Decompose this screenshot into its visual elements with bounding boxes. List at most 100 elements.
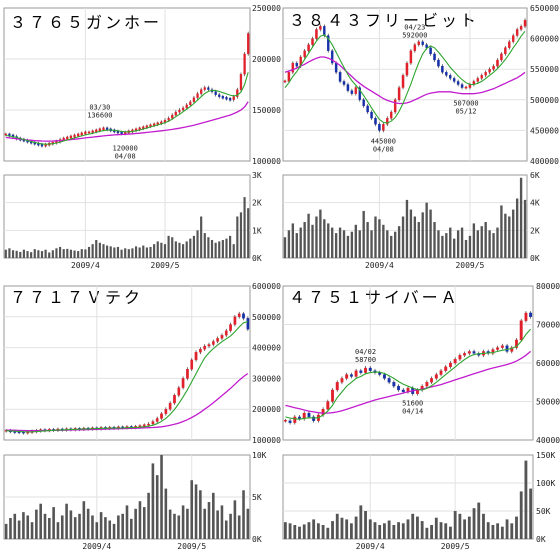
price-annotation-line: 04/23	[404, 23, 425, 31]
candle-body	[374, 118, 377, 125]
volume-bar	[15, 250, 18, 258]
volume-bar	[11, 250, 15, 258]
volume-bar	[373, 522, 377, 539]
candle-body	[496, 59, 499, 67]
candle-body	[98, 128, 102, 132]
candle-body	[177, 387, 181, 396]
candle-body	[523, 20, 527, 27]
volume-tick-label: 150K	[536, 451, 555, 460]
volume-bar	[142, 245, 145, 258]
volume-tick-label: 0K	[252, 254, 262, 263]
volume-bar	[224, 520, 228, 539]
volume-bar	[174, 241, 177, 258]
volume-bar	[69, 510, 73, 539]
volume-bar	[342, 230, 346, 258]
candle-body	[66, 136, 69, 140]
volume-bar	[464, 240, 468, 258]
candle-body	[147, 423, 150, 426]
volume-bar	[207, 237, 210, 258]
volume-bar	[233, 500, 237, 539]
price-tick-label: 100000	[252, 436, 281, 445]
candle-body	[160, 413, 163, 419]
candle-body	[194, 352, 198, 361]
volume-bar	[370, 230, 373, 258]
volume-bar	[319, 209, 322, 258]
volume-bar	[433, 222, 436, 258]
price-annotation-line: 04/14	[402, 407, 423, 415]
price-tick-label: 60000	[536, 359, 560, 368]
price-tick-label: 500000	[252, 313, 281, 322]
volume-bar	[409, 209, 413, 258]
volume-bar	[287, 230, 291, 258]
price-annotation-line: 445000	[371, 137, 396, 145]
candle-body	[444, 366, 448, 371]
volume-bar	[327, 223, 330, 258]
volume-bar	[302, 524, 306, 539]
volume-bar	[194, 484, 198, 539]
candle-body	[174, 111, 177, 116]
volume-bar	[303, 222, 306, 258]
volume-bar	[173, 513, 176, 539]
volume-bar	[145, 247, 148, 258]
volume-bar	[196, 230, 199, 258]
volume-bar	[142, 507, 146, 539]
price-tick-label: 550000	[530, 65, 559, 74]
candle-body	[421, 41, 424, 45]
volume-bar	[185, 241, 188, 258]
volume-bar	[156, 241, 159, 258]
chart-panel-vtec: ７７１７Ｖテク 600000 500000 400000 300000 200000 10…	[3, 282, 281, 551]
volume-bar	[411, 513, 415, 539]
volume-bar	[298, 526, 301, 539]
volume-bar	[66, 248, 69, 258]
volume-bar	[106, 245, 109, 258]
volume-bar	[33, 249, 36, 258]
volume-bar	[151, 463, 155, 539]
chart-marks: 04/23 592000 445000 04/08 507000 05/12	[283, 18, 527, 258]
candle-body	[350, 90, 354, 94]
chart-panel-cyberagent: ４７５１サイバーＡ 80000 70000 60000 50000 40000 150K…	[282, 282, 560, 551]
volume-bar	[283, 522, 287, 539]
moving-average-short	[6, 321, 248, 433]
price-tick-label: 200000	[252, 55, 281, 64]
candle-body	[496, 347, 500, 350]
candle-body	[417, 41, 421, 45]
volume-bar	[242, 490, 245, 539]
volume-bar	[43, 513, 47, 539]
volume-bar	[417, 222, 420, 258]
candle-body	[484, 72, 487, 76]
candle-body	[378, 124, 381, 131]
candle-body	[220, 335, 224, 339]
candle-body	[340, 378, 344, 383]
volume-bar	[500, 205, 503, 258]
candle-body	[84, 131, 87, 135]
date-tick-label: 2009/4	[71, 261, 100, 270]
candle-body	[409, 50, 413, 64]
candle-body	[445, 72, 448, 76]
candle-body	[338, 72, 342, 82]
candle-body	[397, 87, 401, 100]
volume-bar	[40, 251, 44, 258]
candle-body	[218, 94, 221, 97]
candle-body	[102, 127, 105, 131]
candle-body	[370, 111, 373, 119]
volume-bar	[321, 525, 325, 539]
candle-body	[186, 369, 189, 379]
volume-bar	[99, 512, 103, 539]
volume-bar	[508, 216, 511, 258]
candle-body	[464, 86, 468, 89]
candle-body	[243, 53, 246, 75]
price-annotation-line: 04/02	[355, 348, 376, 356]
candle-body	[229, 324, 232, 331]
price-annotation-line: 51600	[402, 399, 423, 407]
chart-panel-gungho: ３７６５ガンホー 250000 200000 150000 100000 3K 2K 1K…	[3, 4, 281, 270]
volume-bar	[155, 475, 159, 539]
volume-bar	[167, 235, 170, 258]
candle-body	[434, 374, 438, 379]
volume-bar	[189, 238, 192, 258]
volume-bar	[102, 244, 105, 258]
volume-bar	[210, 240, 214, 258]
volume-bar	[216, 510, 219, 539]
moving-average-short	[285, 328, 532, 420]
candle-body	[458, 355, 462, 360]
